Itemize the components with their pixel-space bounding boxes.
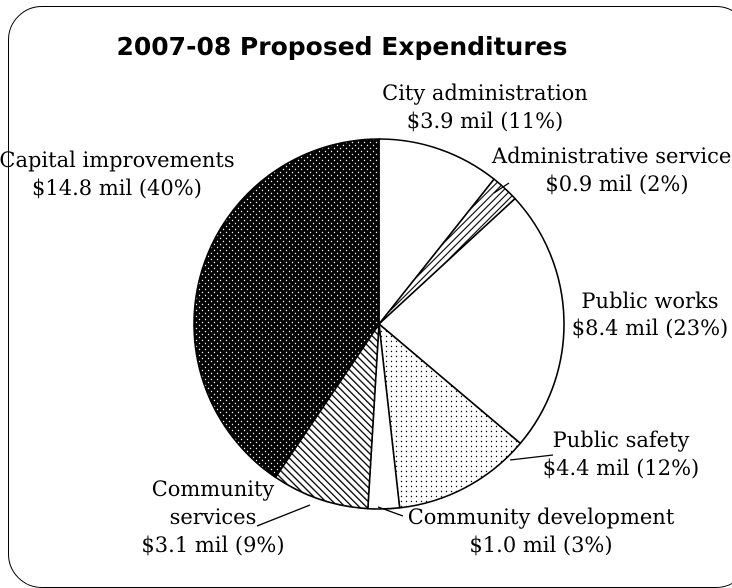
slice-value-label: $1.0 mil (3%) xyxy=(469,533,612,557)
slice-value-label: $8.4 mil (23%) xyxy=(572,316,729,340)
pie-slice-community-services xyxy=(274,321,380,510)
slice-value-label: $14.8 mil (40%) xyxy=(32,176,202,200)
pie-slice-city-administration xyxy=(378,138,496,327)
slice-name-label: Community xyxy=(152,477,275,501)
leader-line-community-development xyxy=(377,506,404,517)
leader-line-community-services xyxy=(256,504,311,527)
slice-name-label: Public safety xyxy=(553,428,690,452)
pie-slice-public-safety xyxy=(377,322,522,509)
slice-name-label: Administrative services xyxy=(491,144,732,168)
slice-name-label: Capital improvements xyxy=(0,148,235,172)
slice-value-label: $4.4 mil (12%) xyxy=(543,456,700,480)
pie-slice-public-works xyxy=(377,197,565,445)
slice-value-label: $3.9 mil (11%) xyxy=(407,109,564,133)
pie-chart: 2007-08 Proposed Expenditures City admin… xyxy=(0,32,732,557)
leader-line-public-safety xyxy=(509,454,554,461)
slice-name-label: Public works xyxy=(581,289,718,313)
chart-title: 2007-08 Proposed Expenditures xyxy=(116,32,567,61)
slice-name-label: services xyxy=(170,505,257,529)
slice-value-label: $0.9 mil (2%) xyxy=(545,172,688,196)
slice-name-label: City administration xyxy=(382,81,588,105)
slice-value-label: $3.1 mil (9%) xyxy=(141,533,284,557)
leader-line-administrative-services xyxy=(493,182,510,194)
pie-slice-capital-improvements xyxy=(193,138,380,479)
slice-name-label: Community development xyxy=(408,505,675,529)
